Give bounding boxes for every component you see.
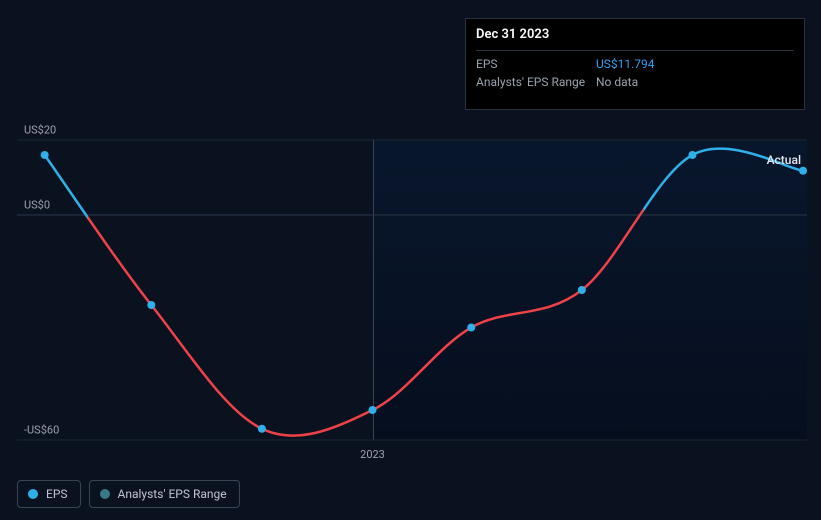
legend-label: Analysts' EPS Range [118, 487, 227, 501]
data-point-marker[interactable] [258, 425, 266, 433]
tooltip-row: EPSUS$11.794 [476, 55, 794, 73]
actual-label: Actual [767, 153, 801, 167]
tooltip-row-label: EPS [476, 57, 596, 71]
tooltip-date: Dec 31 2023 [476, 27, 794, 48]
y-axis-tick-label: US$0 [24, 199, 50, 212]
chart-container: Dec 31 2023 EPSUS$11.794Analysts' EPS Ra… [0, 0, 821, 520]
legend-item[interactable]: Analysts' EPS Range [89, 480, 240, 508]
x-axis-tick-label: 2023 [360, 448, 385, 461]
hover-tooltip: Dec 31 2023 EPSUS$11.794Analysts' EPS Ra… [465, 18, 805, 110]
legend-item[interactable]: EPS [17, 480, 81, 508]
plot-area[interactable]: Actual [17, 140, 807, 440]
data-point-marker[interactable] [467, 324, 475, 332]
data-point-marker[interactable] [41, 151, 49, 159]
tooltip-row-value: No data [596, 75, 638, 89]
eps-line [45, 149, 803, 436]
data-point-marker[interactable] [147, 301, 155, 309]
data-point-marker[interactable] [369, 406, 377, 414]
line-chart-svg [17, 140, 807, 440]
tooltip-row: Analysts' EPS RangeNo data [476, 73, 794, 91]
legend: EPS Analysts' EPS Range [17, 480, 240, 508]
legend-label: EPS [46, 487, 68, 501]
legend-swatch-icon [100, 489, 110, 499]
tooltip-divider [476, 50, 794, 51]
legend-swatch-icon [28, 489, 38, 499]
data-point-marker[interactable] [688, 151, 696, 159]
y-axis-tick-label: -US$60 [24, 424, 59, 437]
tooltip-row-label: Analysts' EPS Range [476, 75, 596, 89]
data-point-marker[interactable] [578, 286, 586, 294]
y-axis-tick-label: US$20 [24, 124, 56, 137]
tooltip-row-value: US$11.794 [596, 57, 655, 71]
data-point-marker[interactable] [799, 167, 807, 175]
